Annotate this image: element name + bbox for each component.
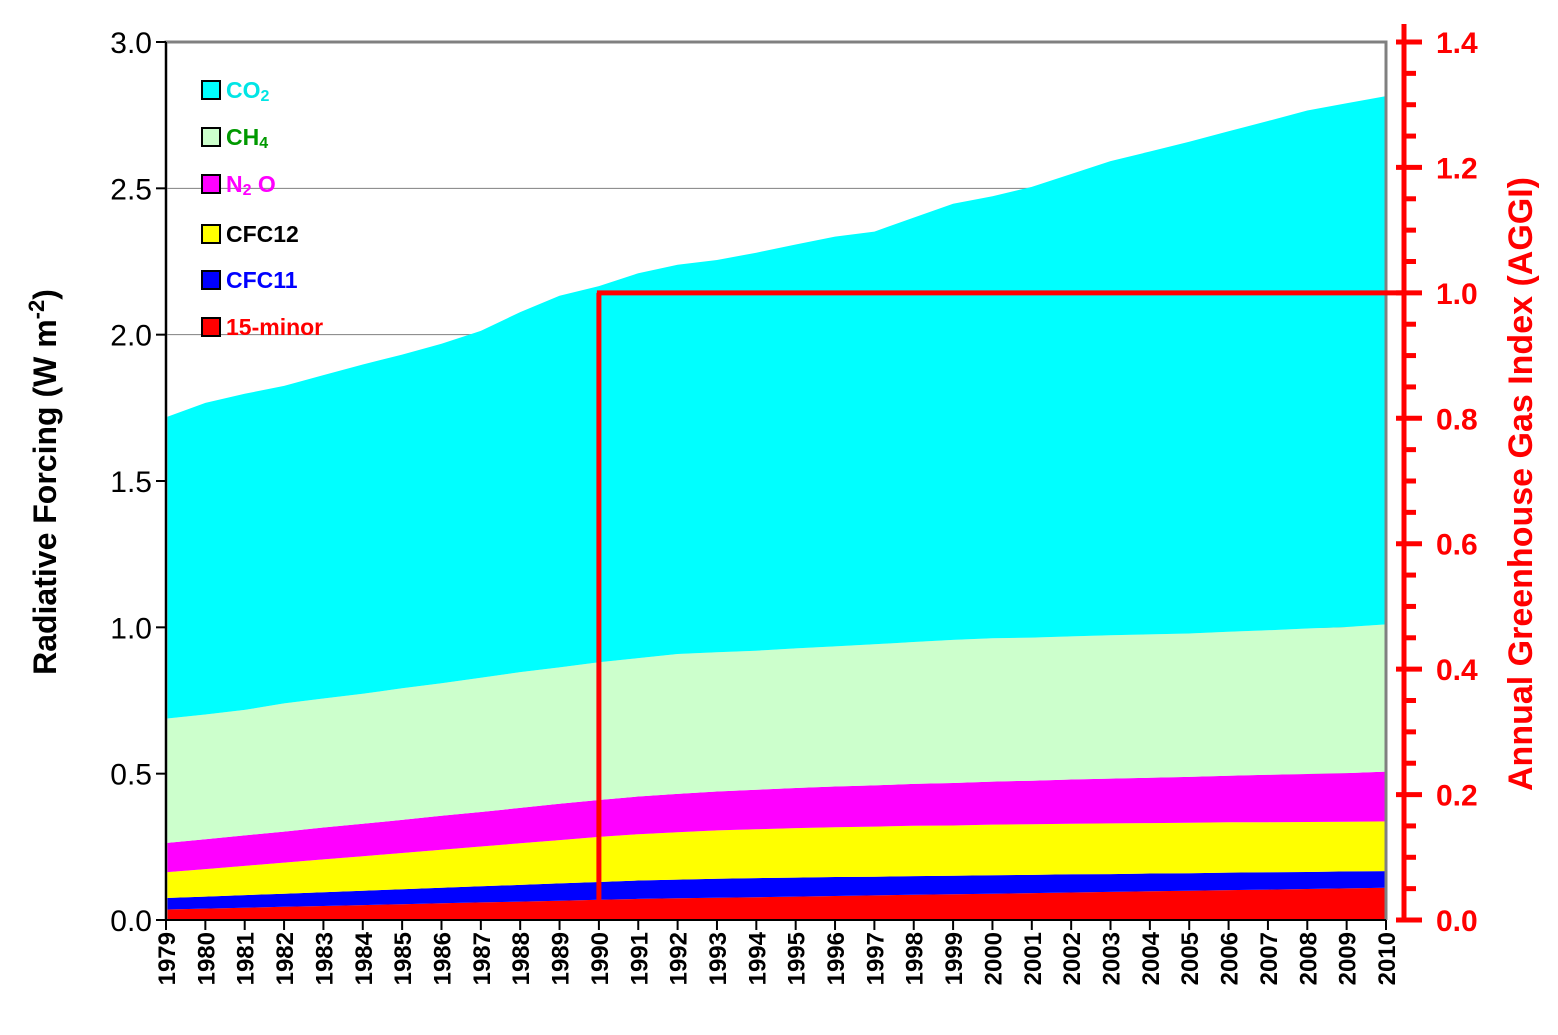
y2-tick-label: 1.4 <box>1436 27 1478 60</box>
legend-item: N2 O <box>201 171 276 199</box>
y-tick-label: 0.5 <box>110 759 152 792</box>
y2-tick-label: 0.8 <box>1436 403 1478 436</box>
legend-swatch <box>201 224 221 244</box>
x-tick-label: 1997 <box>862 932 889 985</box>
y-tick-label: 0.0 <box>110 905 152 938</box>
y-axis-title-superscript: -2 <box>24 300 49 320</box>
legend-item: 15-minor <box>201 314 323 340</box>
x-tick-label: 2004 <box>1138 931 1165 985</box>
y2-tick-label: 0.6 <box>1436 529 1478 562</box>
y2-tick-label: 1.2 <box>1436 152 1478 185</box>
x-tick-label: 1989 <box>548 932 575 985</box>
legend-swatch <box>201 270 221 290</box>
area-cfc12 <box>166 821 1386 898</box>
x-tick-label: 2000 <box>980 932 1007 985</box>
x-tick-label: 1992 <box>666 932 693 985</box>
stacked-areas <box>166 96 1386 920</box>
y2-tick-label: 1.0 <box>1436 278 1478 311</box>
x-tick-label: 2009 <box>1335 932 1362 985</box>
y-axis-title-main: Radiative Forcing (W m <box>27 319 63 675</box>
x-tick-label: 1996 <box>823 932 850 985</box>
x-tick-label: 1986 <box>429 932 456 985</box>
area-co2 <box>166 96 1386 719</box>
x-tick-label: 2001 <box>1020 932 1047 985</box>
y2-tick-label: 0.2 <box>1436 780 1478 813</box>
y-tick-label: 1.0 <box>110 612 152 645</box>
x-tick-label: 1979 <box>154 932 181 985</box>
x-axis: 1979 1980 1981 1982 1983 1984 1985 1986 1987 1988… <box>154 920 1401 985</box>
legend-label: N2 O <box>226 171 276 199</box>
right-y-axis: 0.0 0.2 0.4 0.6 0.8 1.0 1.2 1.4 <box>1396 24 1478 938</box>
x-tick-label: 1985 <box>390 932 417 985</box>
y-axis-title: Radiative Forcing (W m-2) <box>24 289 63 675</box>
x-tick-label: 2003 <box>1099 932 1126 985</box>
area-n2o <box>166 771 1386 873</box>
x-tick-label: 1983 <box>311 932 338 985</box>
y-tick-label: 2.0 <box>110 320 152 353</box>
x-tick-label: 1990 <box>587 932 614 985</box>
aggi-reference-line <box>596 290 1404 905</box>
legend-label: CFC12 <box>226 221 299 247</box>
legend-swatch <box>201 80 221 100</box>
x-tick-label: 2005 <box>1177 932 1204 985</box>
x-tick-label: 2008 <box>1295 932 1322 985</box>
x-tick-label: 2010 <box>1374 932 1401 985</box>
area-15-minor <box>166 887 1386 920</box>
y2-tick-label: 0.4 <box>1436 654 1478 687</box>
x-tick-label: 1981 <box>233 932 260 985</box>
x-tick-label: 1999 <box>941 932 968 985</box>
legend-swatch <box>201 317 221 337</box>
legend-item: CH4 <box>201 124 268 152</box>
y2-axis-title: Annual Greenhouse Gas Index (AGGI) <box>1502 177 1540 791</box>
x-tick-label: 1995 <box>784 932 811 985</box>
area-cfc11 <box>166 871 1386 910</box>
y-tick-label: 2.5 <box>110 173 152 206</box>
legend-swatch <box>201 127 221 147</box>
legend-label: CO2 <box>226 77 270 105</box>
x-tick-label: 1987 <box>469 932 496 985</box>
legend-label: CH4 <box>226 124 268 152</box>
left-y-axis: 0.0 0.5 1.0 1.5 2.0 2.5 3.0 <box>110 27 166 938</box>
legend-item: CFC12 <box>201 221 299 247</box>
x-tick-label: 1998 <box>902 932 929 985</box>
y-tick-label: 1.5 <box>110 466 152 499</box>
x-tick-label: 1984 <box>351 931 378 985</box>
area-ch4 <box>166 624 1386 843</box>
x-tick-label: 1991 <box>626 932 653 985</box>
legend-item: CFC11 <box>201 267 298 293</box>
legend-swatch <box>201 174 221 194</box>
legend-item: CO2 <box>201 77 270 105</box>
x-tick-label: 1993 <box>705 932 732 985</box>
legend-label: 15-minor <box>226 314 323 340</box>
legend: CO2 CH4 N2 O CFC12 CFC11 15-minor <box>201 77 323 340</box>
y2-tick-label: 0.0 <box>1436 905 1478 938</box>
y-axis-title-close: ) <box>27 289 63 300</box>
x-tick-label: 1980 <box>193 932 220 985</box>
x-tick-label: 1988 <box>508 932 535 985</box>
x-tick-label: 2006 <box>1217 932 1244 985</box>
x-tick-label: 1982 <box>272 932 299 985</box>
x-tick-label: 2007 <box>1256 932 1283 985</box>
y-tick-label: 3.0 <box>110 27 152 60</box>
x-tick-label: 1994 <box>744 931 771 985</box>
x-tick-label: 2002 <box>1059 932 1086 985</box>
legend-label: CFC11 <box>226 267 298 293</box>
